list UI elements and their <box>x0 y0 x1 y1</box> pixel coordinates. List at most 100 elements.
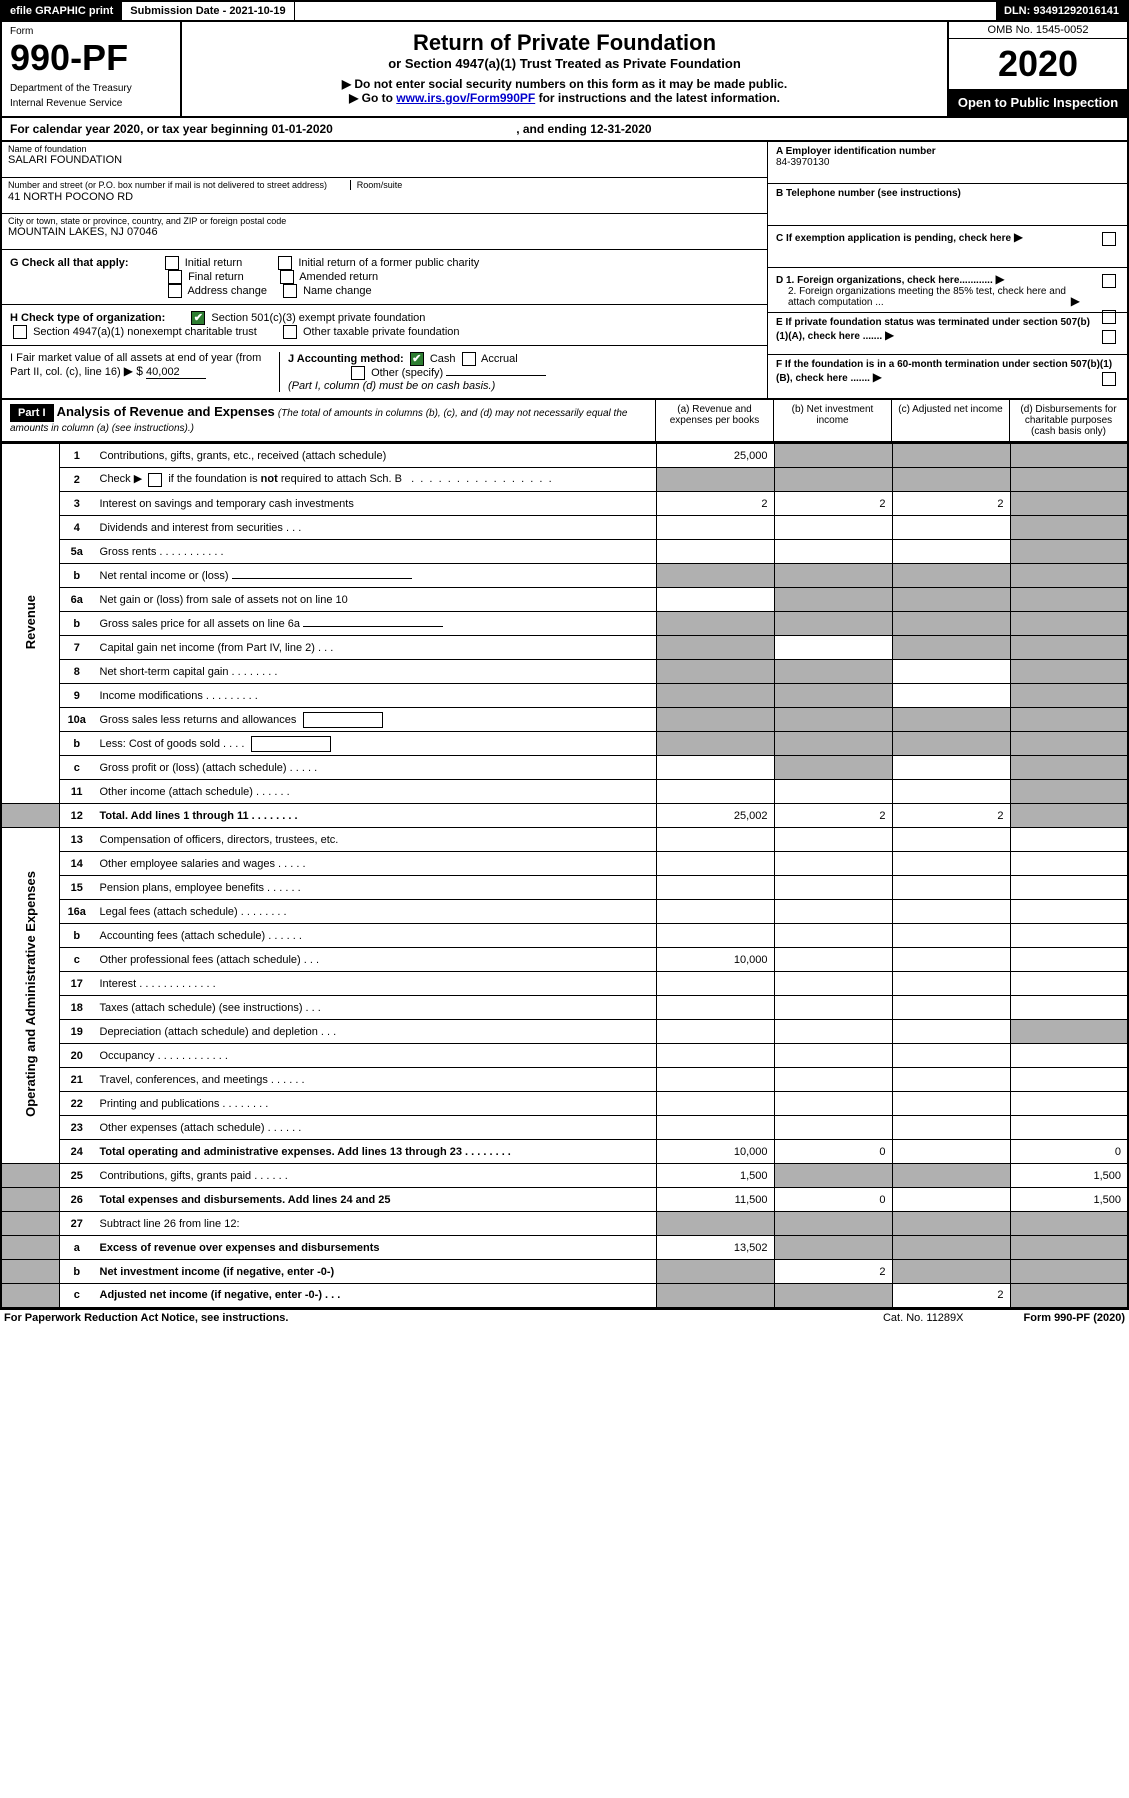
section-e: E If private foundation status was termi… <box>768 313 1127 355</box>
col-d-header: (d) Disbursements for charitable purpose… <box>1009 400 1127 441</box>
instruction-2: ▶ Go to www.irs.gov/Form990PF for instru… <box>190 91 939 105</box>
table-row: 2Check ▶ if the foundation is not requir… <box>1 468 1128 492</box>
table-row: cAdjusted net income (if negative, enter… <box>1 1284 1128 1308</box>
table-row: 4Dividends and interest from securities … <box>1 516 1128 540</box>
title-right: OMB No. 1545-0052 2020 Open to Public In… <box>947 22 1127 116</box>
501c3-checkbox[interactable]: ✔ <box>191 311 205 325</box>
year-end: 12-31-2020 <box>590 122 651 136</box>
form-subtitle: or Section 4947(a)(1) Trust Treated as P… <box>190 56 939 71</box>
dln: DLN: 93491292016141 <box>996 2 1127 20</box>
table-row: 6aNet gain or (loss) from sale of assets… <box>1 588 1128 612</box>
part1-label: Part I <box>10 404 54 422</box>
part1-header-row: Part I Analysis of Revenue and Expenses … <box>0 400 1129 443</box>
foundation-name: SALARI FOUNDATION <box>8 154 761 166</box>
revenue-label: Revenue <box>1 444 60 804</box>
section-g: G Check all that apply: Initial return I… <box>2 250 767 305</box>
ein-row: A Employer identification number 84-3970… <box>768 142 1127 184</box>
schB-checkbox[interactable] <box>148 473 162 487</box>
tax-year: 2020 <box>949 39 1127 89</box>
street-address: 41 NORTH POCONO RD <box>8 191 761 203</box>
table-row: 22Printing and publications . . . . . . … <box>1 1092 1128 1116</box>
section-f: F If the foundation is in a 60-month ter… <box>768 355 1127 397</box>
table-row: bGross sales price for all assets on lin… <box>1 612 1128 636</box>
city-state-zip: MOUNTAIN LAKES, NJ 07046 <box>8 226 761 238</box>
accrual-checkbox[interactable] <box>462 352 476 366</box>
irs-link[interactable]: www.irs.gov/Form990PF <box>396 91 535 105</box>
other-method-checkbox[interactable] <box>351 366 365 380</box>
section-i-j: I Fair market value of all assets at end… <box>2 346 767 398</box>
table-row: 8Net short-term capital gain . . . . . .… <box>1 660 1128 684</box>
foreign-85-checkbox[interactable] <box>1102 310 1116 324</box>
other-taxable-checkbox[interactable] <box>283 325 297 339</box>
table-row: 24Total operating and administrative exp… <box>1 1140 1128 1164</box>
info-left: Name of foundation SALARI FOUNDATION Num… <box>2 142 767 398</box>
initial-return-checkbox[interactable] <box>165 256 179 270</box>
table-row: 20Occupancy . . . . . . . . . . . . <box>1 1044 1128 1068</box>
form-label: Form <box>10 26 172 37</box>
address-change-checkbox[interactable] <box>168 284 182 298</box>
exemption-pending-checkbox[interactable] <box>1102 232 1116 246</box>
form-title: Return of Private Foundation <box>190 30 939 56</box>
final-return-checkbox[interactable] <box>168 270 182 284</box>
dept-treasury: Department of the Treasury <box>10 83 172 94</box>
table-row: bAccounting fees (attach schedule) . . .… <box>1 924 1128 948</box>
year-begin: 01-01-2020 <box>271 122 332 136</box>
irs-label: Internal Revenue Service <box>10 98 172 109</box>
table-row: 21Travel, conferences, and meetings . . … <box>1 1068 1128 1092</box>
calendar-year-row: For calendar year 2020, or tax year begi… <box>0 118 1129 142</box>
paperwork-notice: For Paperwork Reduction Act Notice, see … <box>4 1312 288 1324</box>
catalog-number: Cat. No. 11289X <box>883 1312 964 1324</box>
line1-a: 25,000 <box>656 444 774 468</box>
4947-checkbox[interactable] <box>13 325 27 339</box>
main-table: Revenue 1Contributions, gifts, grants, e… <box>0 443 1129 1309</box>
table-row: 3Interest on savings and temporary cash … <box>1 492 1128 516</box>
table-row: 5aGross rents . . . . . . . . . . . <box>1 540 1128 564</box>
table-row: 19Depreciation (attach schedule) and dep… <box>1 1020 1128 1044</box>
title-center: Return of Private Foundation or Section … <box>182 22 947 116</box>
col-c-header: (c) Adjusted net income <box>891 400 1009 441</box>
info-block: Name of foundation SALARI FOUNDATION Num… <box>0 142 1129 400</box>
efile-label: efile GRAPHIC print <box>2 2 122 20</box>
table-row: bNet investment income (if negative, ent… <box>1 1260 1128 1284</box>
table-row: 14Other employee salaries and wages . . … <box>1 852 1128 876</box>
table-row: 15Pension plans, employee benefits . . .… <box>1 876 1128 900</box>
section-h: H Check type of organization: ✔ Section … <box>2 305 767 346</box>
foreign-org-checkbox[interactable] <box>1102 274 1116 288</box>
cash-checkbox[interactable]: ✔ <box>410 352 424 366</box>
name-change-checkbox[interactable] <box>283 284 297 298</box>
form-id-block: Form 990-PF Department of the Treasury I… <box>2 22 182 116</box>
table-row: aExcess of revenue over expenses and dis… <box>1 1236 1128 1260</box>
fmv-value: 40,002 <box>146 366 206 379</box>
form-footer: Form 990-PF (2020) <box>1024 1312 1126 1324</box>
table-row: 16aLegal fees (attach schedule) . . . . … <box>1 900 1128 924</box>
omb-number: OMB No. 1545-0052 <box>949 22 1127 39</box>
60month-checkbox[interactable] <box>1102 372 1116 386</box>
footer: For Paperwork Reduction Act Notice, see … <box>0 1309 1129 1326</box>
initial-former-checkbox[interactable] <box>278 256 292 270</box>
table-row: bNet rental income or (loss) <box>1 564 1128 588</box>
table-row: Revenue 1Contributions, gifts, grants, e… <box>1 444 1128 468</box>
table-row: 17Interest . . . . . . . . . . . . . <box>1 972 1128 996</box>
street-row: Number and street (or P.O. box number if… <box>2 178 767 214</box>
table-row: 26Total expenses and disbursements. Add … <box>1 1188 1128 1212</box>
title-section: Form 990-PF Department of the Treasury I… <box>0 22 1129 118</box>
city-row: City or town, state or province, country… <box>2 214 767 250</box>
info-right: A Employer identification number 84-3970… <box>767 142 1127 398</box>
table-row: cGross profit or (loss) (attach schedule… <box>1 756 1128 780</box>
part1-desc: Part I Analysis of Revenue and Expenses … <box>2 400 655 441</box>
room-label: Room/suite <box>350 180 403 190</box>
table-row: 10aGross sales less returns and allowanc… <box>1 708 1128 732</box>
table-row: 7Capital gain net income (from Part IV, … <box>1 636 1128 660</box>
col-b-header: (b) Net investment income <box>773 400 891 441</box>
amended-return-checkbox[interactable] <box>280 270 294 284</box>
table-row: bLess: Cost of goods sold . . . . <box>1 732 1128 756</box>
table-row: 12Total. Add lines 1 through 11 . . . . … <box>1 804 1128 828</box>
terminated-checkbox[interactable] <box>1102 330 1116 344</box>
section-d: D 1. Foreign organizations, check here..… <box>768 268 1127 313</box>
table-row: cOther professional fees (attach schedul… <box>1 948 1128 972</box>
header-bar: efile GRAPHIC print Submission Date - 20… <box>0 0 1129 22</box>
table-row: 9Income modifications . . . . . . . . . <box>1 684 1128 708</box>
table-row: 25Contributions, gifts, grants paid . . … <box>1 1164 1128 1188</box>
table-row: 23Other expenses (attach schedule) . . .… <box>1 1116 1128 1140</box>
table-row: 27Subtract line 26 from line 12: <box>1 1212 1128 1236</box>
